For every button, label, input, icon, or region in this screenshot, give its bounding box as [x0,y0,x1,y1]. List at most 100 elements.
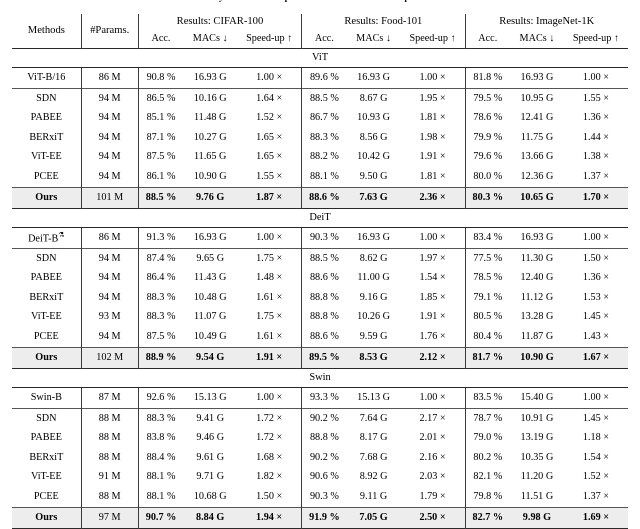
cell-imagenet-macs: 16.93 G [510,228,564,249]
cell-cifar-acc: 85.1 % [138,109,183,129]
cell-imagenet-speedup: 1.18 × [564,429,628,449]
cell-params: 86 M [81,228,138,249]
cell-cifar-macs: 9.61 G [183,448,237,468]
cell-cifar-acc: 88.3 % [138,288,183,308]
cell-method: PABEE [12,269,81,289]
cell-method: DeiT-B⚗ [12,228,81,249]
subheader-food-acc: Acc. [302,31,347,49]
cell-cifar-speedup: 1.48 × [237,269,302,289]
cell-food-acc: 90.2 % [302,409,347,429]
cell-cifar-speedup: 1.75 × [237,249,302,269]
cell-params: 94 M [81,288,138,308]
cell-food-speedup: 1.81 × [401,109,466,129]
cell-imagenet-speedup: 1.38 × [564,148,628,168]
cell-cifar-macs: 10.27 G [183,128,237,148]
cell-cifar-macs: 9.76 G [183,187,237,209]
cell-food-macs: 7.05 G [347,507,401,529]
cell-imagenet-speedup: 1.67 × [564,347,628,369]
cell-cifar-speedup: 1.00 × [237,68,302,89]
cell-food-macs: 9.59 G [347,327,401,347]
cell-cifar-speedup: 1.61 × [237,327,302,347]
cell-cifar-macs: 10.16 G [183,89,237,109]
cell-imagenet-macs: 11.20 G [510,468,564,488]
cell-params: 97 M [81,507,138,529]
cell-imagenet-macs: 10.35 G [510,448,564,468]
cell-method: ViT-EE [12,468,81,488]
column-header-params: #Params. [81,14,138,49]
cell-food-acc: 90.3 % [302,228,347,249]
cell-imagenet-macs: 13.19 G [510,429,564,449]
cell-imagenet-acc: 79.9 % [465,128,510,148]
cell-imagenet-macs: 12.41 G [510,109,564,129]
cell-method: ViT-B/16 [12,68,81,89]
cell-food-speedup: 1.95 × [401,89,466,109]
cell-food-acc: 88.5 % [302,89,347,109]
cell-cifar-speedup: 1.52 × [237,109,302,129]
cell-cifar-macs: 10.49 G [183,327,237,347]
column-header-methods: Methods [12,14,81,49]
cell-food-acc: 88.8 % [302,429,347,449]
cell-cifar-macs: 16.93 G [183,228,237,249]
cell-params: 88 M [81,429,138,449]
cell-food-macs: 8.92 G [347,468,401,488]
cell-method: ViT-EE [12,308,81,328]
cell-cifar-acc: 87.1 % [138,128,183,148]
subheader-cifar-macs: MACs ↓ [183,31,237,49]
cell-imagenet-speedup: 1.45 × [564,409,628,429]
cell-imagenet-acc: 81.7 % [465,347,510,369]
cell-imagenet-macs: 9.98 G [510,507,564,529]
cell-imagenet-speedup: 1.52 × [564,468,628,488]
cell-food-speedup: 1.76 × [401,327,466,347]
cell-imagenet-acc: 82.1 % [465,468,510,488]
cell-food-speedup: 1.00 × [401,388,466,409]
cell-method: Swin-B [12,388,81,409]
cell-food-speedup: 1.91 × [401,148,466,168]
cell-food-speedup: 2.03 × [401,468,466,488]
cell-imagenet-macs: 11.51 G [510,487,564,507]
cell-params: 91 M [81,468,138,488]
cell-cifar-acc: 88.4 % [138,448,183,468]
cell-params: 94 M [81,89,138,109]
section-header-row: Swin [12,369,628,388]
cell-food-macs: 7.63 G [347,187,401,209]
cell-cifar-macs: 10.68 G [183,487,237,507]
cell-cifar-acc: 92.6 % [138,388,183,409]
cell-cifar-macs: 9.46 G [183,429,237,449]
subheader-imagenet-macs: MACs ↓ [510,31,564,49]
cell-method: Ours [12,507,81,529]
cell-food-speedup: 2.12 × [401,347,466,369]
cell-imagenet-speedup: 1.43 × [564,327,628,347]
cell-food-acc: 90.6 % [302,468,347,488]
cell-cifar-acc: 90.7 % [138,507,183,529]
group-header-cifar100: Results: CIFAR-100 [138,14,301,31]
cell-food-speedup: 1.98 × [401,128,466,148]
cell-food-macs: 8.17 G [347,429,401,449]
table-head: Methods #Params. Results: CIFAR-100 Resu… [12,14,628,49]
cell-food-macs: 9.50 G [347,167,401,187]
cell-imagenet-speedup: 1.45 × [564,308,628,328]
cell-food-speedup: 2.01 × [401,429,466,449]
cell-food-speedup: 1.00 × [401,68,466,89]
cell-imagenet-speedup: 1.36 × [564,269,628,289]
cell-cifar-speedup: 1.00 × [237,388,302,409]
subheader-food-macs: MACs ↓ [347,31,401,49]
cell-method: Ours [12,347,81,369]
cell-food-macs: 7.68 G [347,448,401,468]
cell-cifar-acc: 88.5 % [138,187,183,209]
cell-imagenet-macs: 11.87 G [510,327,564,347]
cell-food-macs: 10.93 G [347,109,401,129]
cell-food-acc: 88.8 % [302,308,347,328]
section-label-swin: Swin [12,369,628,388]
cell-imagenet-acc: 78.6 % [465,109,510,129]
